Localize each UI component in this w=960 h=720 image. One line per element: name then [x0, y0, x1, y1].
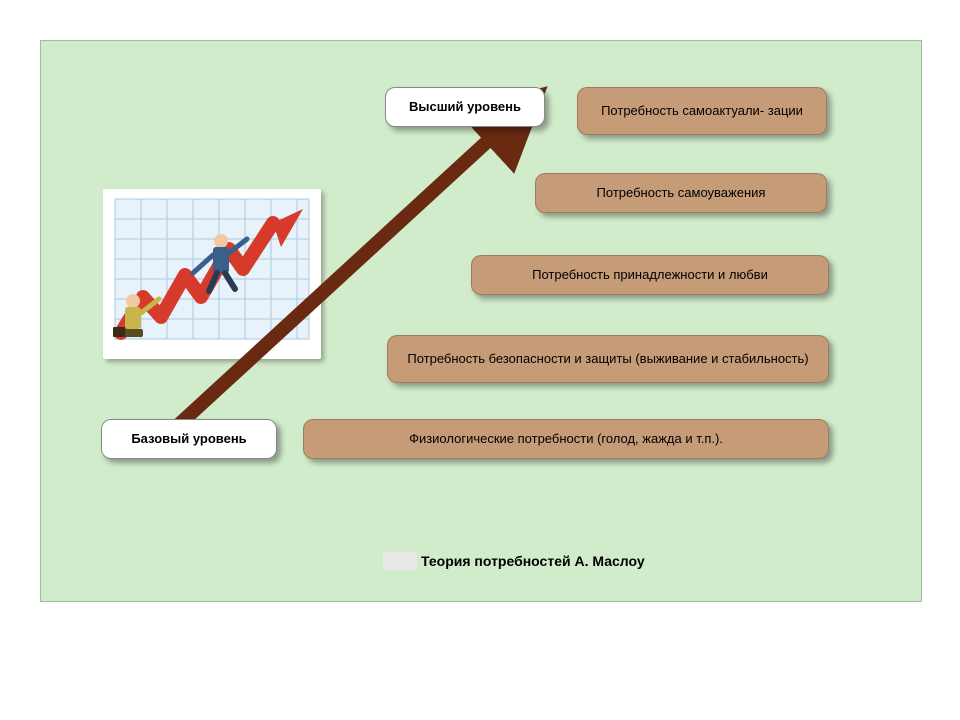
- slide-canvas: Высший уровень Базовый уровень Потребнос…: [40, 40, 922, 602]
- level-label-bottom: Базовый уровень: [101, 419, 277, 459]
- need-box-2-text: Потребность принадлежности и любви: [532, 267, 768, 283]
- level-label-bottom-text: Базовый уровень: [131, 431, 246, 447]
- level-label-top: Высший уровень: [385, 87, 545, 127]
- need-box-4-text: Физиологические потребности (голод, жажд…: [409, 431, 723, 447]
- need-box-1-text: Потребность самоуважения: [597, 185, 766, 201]
- caption-text: Теория потребностей А. Маслоу: [421, 553, 645, 569]
- caption-swatch: [383, 552, 417, 570]
- need-box-1: Потребность самоуважения: [535, 173, 827, 213]
- need-box-0-text: Потребность самоактуали- зации: [601, 103, 803, 119]
- need-box-3-text: Потребность безопасности и защиты (выжив…: [407, 351, 808, 367]
- need-box-0: Потребность самоактуали- зации: [577, 87, 827, 135]
- need-box-4: Физиологические потребности (голод, жажд…: [303, 419, 829, 459]
- need-box-2: Потребность принадлежности и любви: [471, 255, 829, 295]
- need-box-3: Потребность безопасности и защиты (выжив…: [387, 335, 829, 383]
- level-label-top-text: Высший уровень: [409, 99, 521, 115]
